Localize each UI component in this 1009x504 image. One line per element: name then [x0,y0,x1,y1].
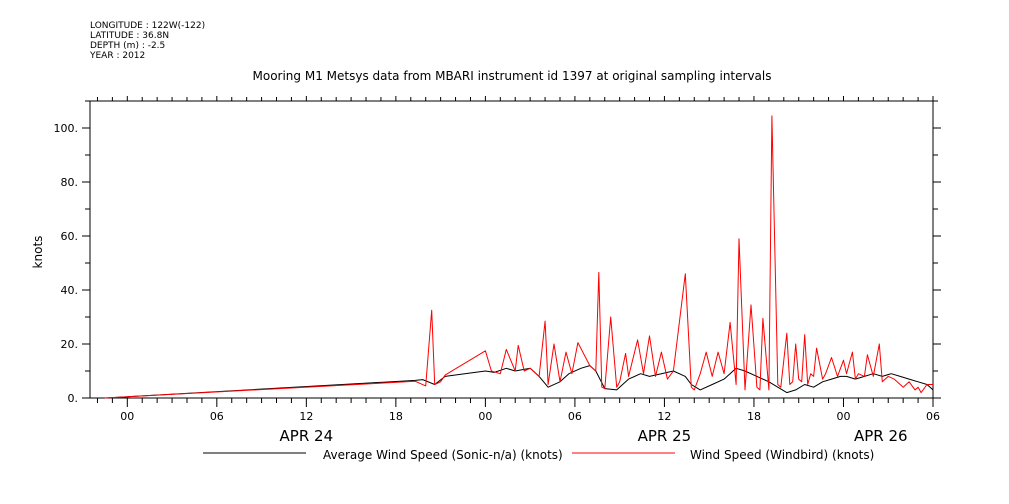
x-tick-label: 12 [299,410,313,423]
axes-group: 0. 20. 40. 60. 80. 100. 00 06 12 18 00 06 12 18 00 06 AP… [54,96,941,445]
x-tick-label: 00 [478,410,492,423]
x-tick-label: 18 [747,410,761,423]
x-tick-label: 18 [389,410,403,423]
x-tick-label: 00 [836,410,850,423]
legend: Average Wind Speed (Sonic-n/a) (knots) W… [203,448,874,462]
x-tick-label: 06 [210,410,224,423]
series-line-windbird [104,115,933,399]
y-tick-label: 20. [61,338,79,351]
x-tick-label: 06 [568,410,582,423]
y-axis-label: knots [31,236,45,269]
legend-label-sonic: Average Wind Speed (Sonic-n/a) (knots) [323,448,563,462]
date-label: APR 26 [854,427,908,445]
x-tick-label: 06 [926,410,940,423]
chart-title: Mooring M1 Metsys data from MBARI instru… [253,69,772,83]
plot-frame [89,100,934,399]
date-label: APR 25 [638,427,692,445]
metadata-block: LONGITUDE : 122W(-122) LATITUDE : 36.8N DE… [90,21,205,61]
depth-text: DEPTH (m) : -2.5 [90,41,166,51]
latitude-text: LATITUDE : 36.8N [90,31,170,41]
date-label: APR 24 [280,427,334,445]
y-tick-label: 60. [61,230,79,243]
y-tick-label: 100. [54,122,79,135]
legend-label-windbird: Wind Speed (Windbird) (knots) [690,448,874,462]
y-tick-label: 0. [68,392,79,405]
y-tick-label: 80. [61,176,79,189]
y-tick-label: 40. [61,284,79,297]
longitude-text: LONGITUDE : 122W(-122) [90,21,206,31]
year-text: YEAR : 2012 [90,51,146,61]
x-tick-label: 00 [120,410,134,423]
series-layer [104,115,934,399]
x-tick-label: 12 [657,410,671,423]
